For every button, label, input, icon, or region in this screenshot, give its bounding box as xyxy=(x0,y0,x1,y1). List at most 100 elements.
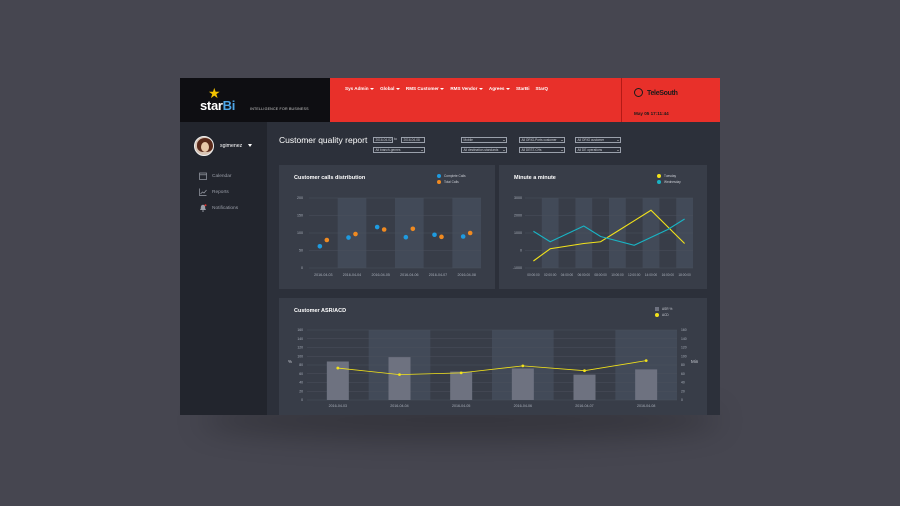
bar xyxy=(388,357,411,400)
brand-name: TeleSouth xyxy=(647,90,678,97)
chart-title: Customer ASR/ACD xyxy=(294,308,347,314)
x-tick-label: 2016-04-05 xyxy=(371,273,389,277)
main-nav: Sys Admin Global RMS Customer RMS Vendor Agr… xyxy=(330,78,621,122)
bar xyxy=(511,368,534,400)
date-to-input[interactable]: 2016-04-08 xyxy=(401,137,425,143)
data-point xyxy=(403,234,409,240)
series-line xyxy=(337,360,647,376)
chevron-down-icon[interactable] xyxy=(248,144,252,147)
avatar[interactable] xyxy=(194,136,214,156)
calls-distribution-panel: Customer calls distribution Complete Cal… xyxy=(279,165,495,289)
chevron-down-icon xyxy=(478,87,483,90)
chart-legend: Tuesday Wednesday xyxy=(657,174,681,186)
y-tick-label: 3000 xyxy=(514,196,522,200)
star-icon: ★ xyxy=(208,85,221,101)
y-tick-label: 40 xyxy=(299,381,303,385)
y-tick-label: 120 xyxy=(297,346,303,350)
data-point xyxy=(410,226,416,232)
bar xyxy=(450,371,473,400)
sidebar-item-label: Reports xyxy=(212,189,229,195)
nav-item-rms-vendor[interactable]: RMS Vendor xyxy=(450,86,478,91)
to-label: to xyxy=(394,137,397,141)
y-tick-label: 1000 xyxy=(514,231,522,235)
data-point xyxy=(374,224,380,230)
top-bar: ★ starBi INTELLIGENCE FOR BUSINESS Sys A… xyxy=(180,78,720,122)
y2-tick-label: 40 xyxy=(681,381,685,385)
legend-item: Complete Calls xyxy=(437,174,466,178)
user-name[interactable]: sgimenez xyxy=(220,143,243,149)
bar xyxy=(326,361,349,400)
logo-area[interactable]: ★ starBi INTELLIGENCE FOR BUSINESS xyxy=(180,78,330,122)
y2-tick-label: 60 xyxy=(681,372,685,376)
x-tick-label: 14:00:00 xyxy=(645,273,658,277)
legend-item: Tuesday xyxy=(657,174,681,178)
tagline: INTELLIGENCE FOR BUSINESS xyxy=(250,107,309,111)
filter-select-2[interactable]: All ORIG-Ports customer xyxy=(519,137,565,143)
chevron-down-icon xyxy=(395,87,400,90)
logo-text-main: star xyxy=(200,98,223,113)
y2-tick-label: 20 xyxy=(681,389,685,393)
calendar-icon xyxy=(199,172,207,180)
y-tick-label: 50 xyxy=(299,249,303,253)
filter-select-4[interactable]: All branch-genres xyxy=(373,147,425,153)
y2-tick-label: 0 xyxy=(681,398,683,402)
sidebar-item-reports[interactable]: Reports xyxy=(199,188,229,196)
filter-select-5[interactable]: All destination-standards xyxy=(461,147,507,153)
filter-select-7[interactable]: All DE operations xyxy=(575,147,621,153)
x-tick-label: 2016-04-04 xyxy=(343,273,361,277)
y-tick-label: 140 xyxy=(297,337,303,341)
y2-tick-label: 100 xyxy=(681,354,687,358)
y-tick-label: 0 xyxy=(301,398,303,402)
x-tick-label: 12:00:00 xyxy=(628,273,641,277)
y2-tick-label: 80 xyxy=(681,363,685,367)
chart-icon xyxy=(199,188,207,196)
asr-acd-bar-chart: 160 160 140 140 120 120 100 100 80 80 60 60 40 40 20 20… xyxy=(288,328,699,408)
logo-text-accent: Bi xyxy=(222,98,236,113)
x-tick-label: 2016-04-03 xyxy=(329,404,347,408)
data-point xyxy=(324,237,330,243)
data-point xyxy=(583,369,586,373)
series-line xyxy=(533,209,685,262)
sidebar-item-notifications[interactable]: Notifications xyxy=(199,204,238,212)
bar xyxy=(573,374,596,400)
data-point xyxy=(459,371,463,375)
nav-item-rms-customer[interactable]: RMS Customer xyxy=(405,86,439,91)
x-tick-label: 2016-04-07 xyxy=(429,273,447,277)
x-tick-label: 02:00:00 xyxy=(544,273,557,277)
x-tick-label: 2016-04-08 xyxy=(637,404,655,408)
nav-item-starbi[interactable]: StarBi xyxy=(515,86,530,91)
y-tick-label: 160 xyxy=(297,328,303,332)
data-point xyxy=(346,235,351,240)
x-tick-label: 08:00:00 xyxy=(594,273,607,277)
sidebar-item-label: Notifications xyxy=(212,205,239,211)
data-point xyxy=(398,373,401,377)
chevron-down-icon xyxy=(505,87,510,90)
page-title: Customer quality report xyxy=(279,135,368,145)
filter-select-1[interactable]: Mobile xyxy=(461,137,507,143)
legend-item: Total Calls xyxy=(437,179,466,184)
brand-area: TeleSouth May 05 17:11:44 xyxy=(621,78,720,122)
nav-item-starq[interactable]: StarQ xyxy=(535,86,548,91)
legend-item: ASR % xyxy=(655,307,672,311)
data-point xyxy=(467,230,473,236)
data-point xyxy=(521,364,525,368)
x-tick-label: 2016-04-05 xyxy=(452,404,470,408)
x-tick-label: 04:00:00 xyxy=(561,273,574,277)
data-point xyxy=(317,244,323,249)
y2-tick-label: 140 xyxy=(681,337,687,341)
chevron-down-icon xyxy=(370,87,375,90)
filter-select-6[interactable]: All DEST-CHs xyxy=(519,147,565,153)
y2-tick-label: 160 xyxy=(681,328,687,332)
nav-item-sys-admin[interactable]: Sys Admin xyxy=(345,86,369,91)
bell-icon xyxy=(200,204,207,212)
filter-select-3[interactable]: All ORIG customer xyxy=(575,137,621,143)
asr-acd-panel: Customer ASR/ACD ASR % ACD 160 160 140 140 1… xyxy=(279,298,707,415)
y-tick-label: 100 xyxy=(297,231,303,235)
nav-item-agrees[interactable]: Agrees xyxy=(488,86,505,91)
y-tick-label: 80 xyxy=(299,363,303,367)
date-from-input[interactable]: 2016-04-02 xyxy=(373,137,393,143)
data-point xyxy=(432,232,437,238)
nav-item-global[interactable]: Global xyxy=(380,86,395,91)
sidebar-item-calendar[interactable]: Calendar xyxy=(199,172,231,180)
date-time: May 05 17:11:44 xyxy=(634,111,669,116)
